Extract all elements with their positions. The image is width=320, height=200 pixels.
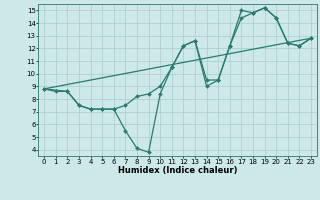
X-axis label: Humidex (Indice chaleur): Humidex (Indice chaleur) <box>118 166 237 175</box>
